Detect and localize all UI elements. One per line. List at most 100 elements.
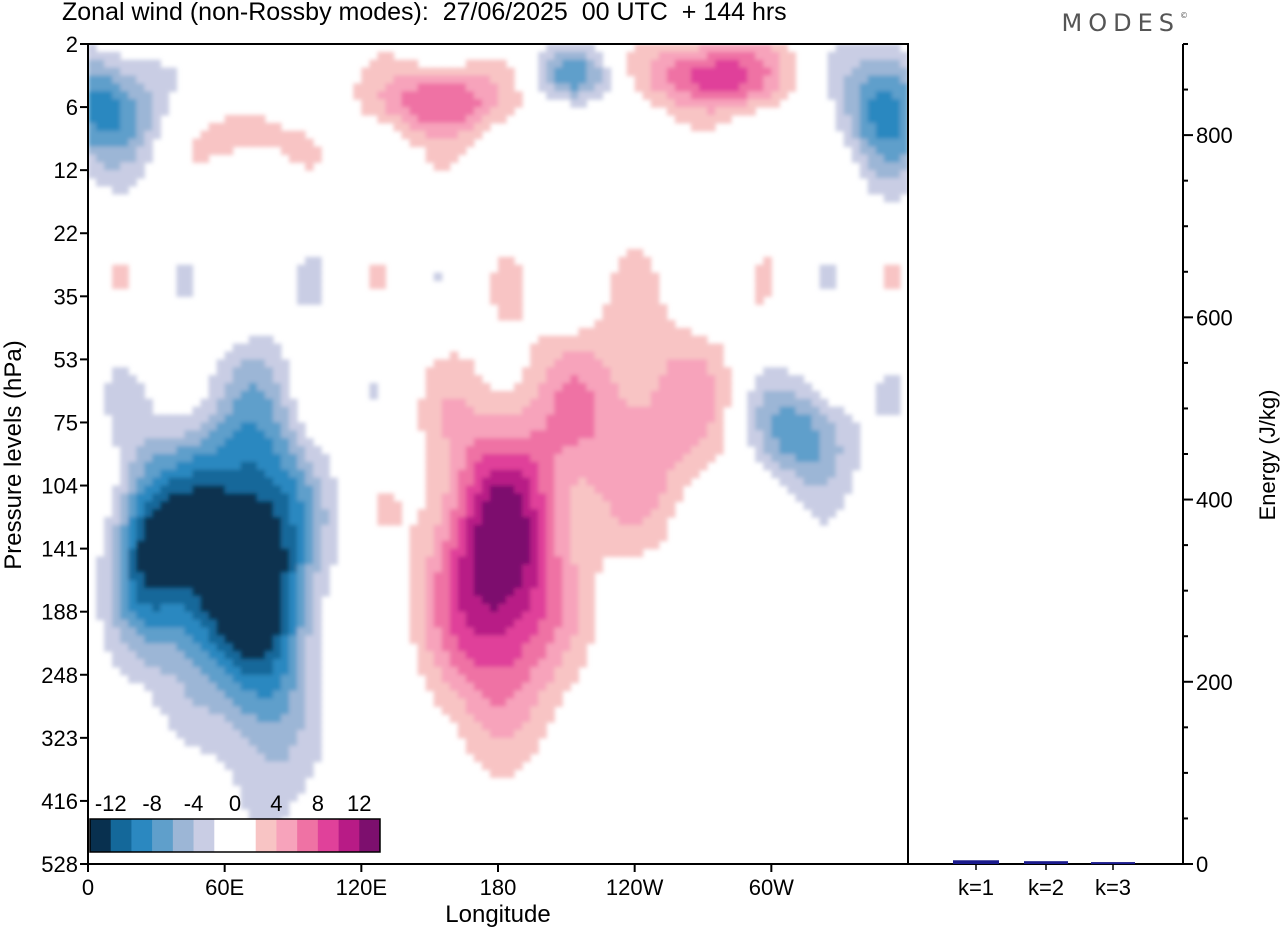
heatmap-cell [96, 75, 105, 85]
heatmap-cell [449, 375, 459, 384]
heatmap-cell [538, 422, 547, 431]
heatmap-cell [522, 611, 531, 621]
heatmap-cell [120, 375, 129, 384]
heatmap-cell [481, 461, 491, 471]
heatmap-cell [441, 580, 451, 589]
heatmap-cell [409, 91, 419, 100]
heatmap-cell [288, 698, 298, 707]
heatmap-cell [128, 517, 137, 526]
heatmap-cell [136, 461, 145, 471]
heatmap-cell [192, 611, 202, 621]
heatmap-cell [184, 438, 194, 447]
heatmap-cell [232, 556, 242, 565]
heatmap-cell [674, 469, 684, 479]
heatmap-cell [498, 430, 507, 439]
heatmap-cell [329, 517, 338, 526]
heatmap-cell [96, 99, 105, 108]
heatmap-cell [89, 154, 97, 163]
heatmap-cell [690, 406, 700, 416]
heatmap-cell [200, 493, 210, 502]
heatmap-cell [152, 414, 161, 424]
heatmap-cell [112, 414, 121, 424]
heatmap-cell [393, 59, 403, 69]
heatmap-cell [120, 107, 129, 116]
heatmap-cell [698, 59, 708, 69]
heatmap-cell [305, 256, 314, 266]
heatmap-cell [763, 83, 772, 92]
heatmap-cell [522, 485, 531, 495]
heatmap-cell [248, 769, 258, 778]
heatmap-cell [321, 548, 330, 558]
heatmap-cell [192, 572, 202, 581]
heatmap-cell [489, 548, 499, 558]
heatmap-cell [184, 532, 194, 542]
heatmap-cell [313, 619, 322, 629]
heatmap-cell [441, 130, 451, 140]
heatmap-cell [144, 422, 153, 431]
heatmap-cell [305, 556, 314, 565]
heatmap-cell [200, 556, 210, 565]
heatmap-cell [489, 564, 499, 573]
heatmap-cell [192, 556, 202, 565]
heatmap-cell [152, 666, 161, 676]
heatmap-cell [707, 422, 716, 431]
heatmap-cell [313, 690, 322, 700]
heatmap-cell [739, 91, 748, 100]
heatmap-cell [240, 603, 250, 613]
heatmap-cell [481, 659, 491, 668]
heatmap-cell [698, 351, 708, 360]
heatmap-cell [610, 304, 620, 313]
heatmap-cell [875, 170, 885, 179]
heatmap-cell [690, 469, 700, 479]
heatmap-cell [747, 51, 756, 61]
heatmap-cell [682, 51, 692, 61]
heatmap-cell [883, 406, 893, 416]
heatmap-cell [811, 477, 821, 487]
heatmap-cell [473, 383, 483, 392]
colorbar-label: 4 [270, 791, 282, 816]
heatmap-cell [666, 335, 676, 345]
heatmap-cell [128, 635, 137, 644]
heatmap-cell [272, 785, 282, 794]
heatmap-cell [120, 446, 129, 455]
heatmap-cell [827, 272, 837, 282]
heatmap-cell [546, 580, 555, 589]
heatmap-cell [216, 461, 226, 471]
heatmap-cell [530, 722, 539, 731]
heatmap-cell [481, 509, 491, 518]
heatmap-cell [200, 588, 210, 597]
heatmap-cell [136, 146, 145, 155]
heatmap-cell [498, 753, 507, 763]
heatmap-cell [642, 517, 652, 526]
heatmap-cell [216, 619, 226, 629]
heatmap-cell [144, 595, 153, 605]
heatmap-cell [425, 540, 435, 550]
heatmap-cell [224, 122, 234, 132]
heatmap-cell [168, 83, 178, 92]
heatmap-cell [514, 572, 523, 581]
heatmap-cell [674, 351, 684, 360]
heatmap-cell [232, 114, 242, 124]
heatmap-cell [264, 540, 274, 550]
heatmap-cell [192, 430, 202, 439]
heatmap-cell [280, 572, 290, 581]
heatmap-cell [192, 154, 202, 163]
heatmap-cell [715, 343, 724, 353]
heatmap-cell [152, 643, 161, 652]
heatmap-cell [690, 422, 700, 431]
heatmap-cell [465, 122, 475, 132]
heatmap-cell [883, 398, 893, 408]
heatmap-cell [562, 564, 571, 573]
heatmap-cell [642, 304, 652, 313]
heatmap-cell [256, 643, 266, 652]
heatmap-cell [586, 430, 596, 439]
heatmap-cell [457, 556, 467, 565]
heatmap-cell [89, 83, 97, 92]
heatmap-cell [216, 517, 226, 526]
heatmap-cell [586, 564, 596, 573]
heatmap-cell [666, 485, 676, 495]
heatmap-cell [674, 51, 684, 61]
heatmap-cell [803, 438, 813, 447]
heatmap-cell [152, 659, 161, 668]
heatmap-cell [514, 383, 523, 392]
